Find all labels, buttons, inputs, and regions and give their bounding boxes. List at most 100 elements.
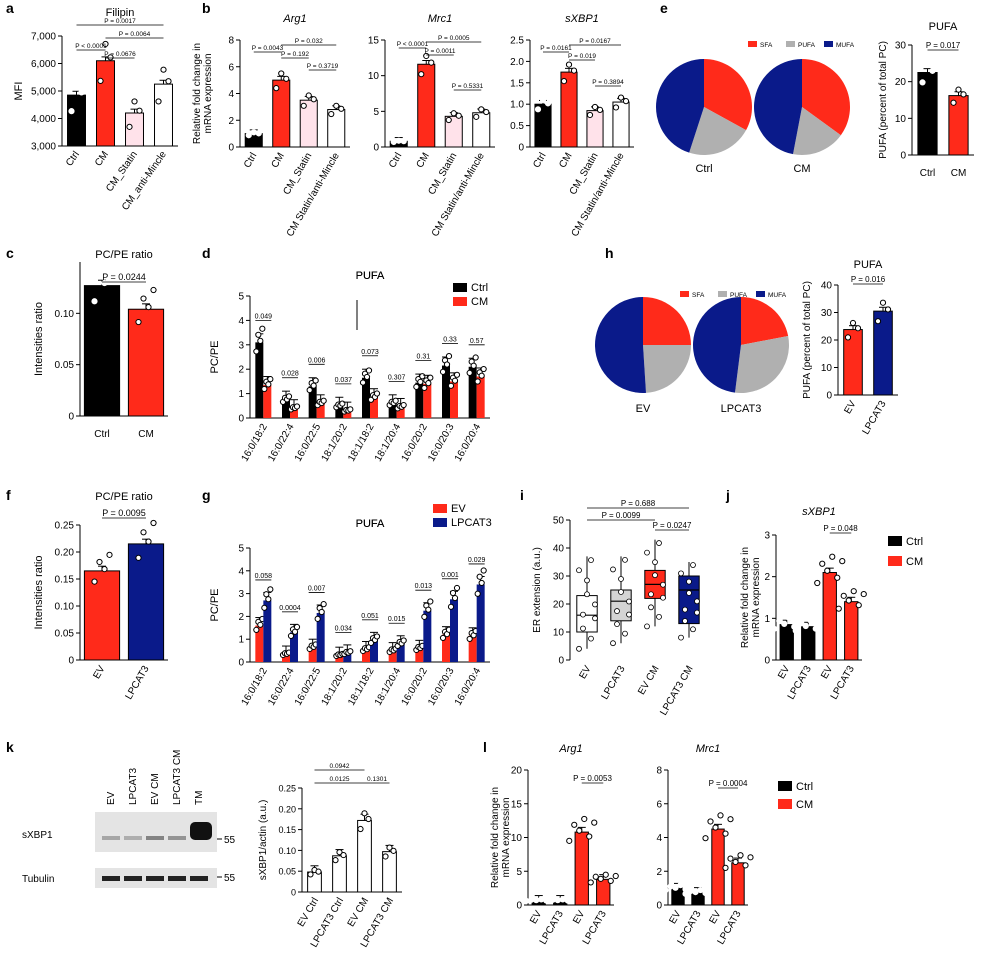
p-value-label: 0.058 — [255, 573, 273, 580]
data-point — [439, 634, 447, 642]
data-point — [845, 597, 852, 604]
blot-band — [146, 876, 164, 881]
p-value-label: P = 0.5331 — [452, 83, 484, 90]
chart-i: 0 10 20 30 40 50 ER extension (a.u.) EV LPCAT3 EV… — [532, 499, 700, 717]
p-value-label: P < 0.0001 — [75, 43, 107, 50]
bar — [316, 403, 325, 418]
p-value-label: 0.001 — [441, 572, 459, 579]
data-point — [418, 71, 425, 78]
data-point — [96, 558, 103, 566]
data-point — [131, 98, 138, 105]
bar — [596, 878, 611, 906]
data-point — [672, 884, 679, 891]
bar — [468, 366, 477, 418]
legend-swatch — [778, 799, 792, 809]
data-point — [617, 94, 625, 101]
data-point — [400, 637, 407, 644]
bar — [290, 632, 298, 662]
pie-slice — [643, 345, 691, 393]
data-point — [855, 602, 862, 609]
y-tick-label: 6 — [656, 799, 662, 810]
y-tick-label: 2 — [764, 572, 770, 583]
data-point — [466, 369, 473, 377]
bar — [343, 410, 352, 418]
chart-title: PUFA — [356, 518, 385, 530]
p-value-label: 0.0004 — [279, 605, 301, 612]
data-point — [427, 598, 434, 605]
chart-c: 0 0.05 0.10 Intensities ratio PC/PE ratio Ctr… — [33, 249, 168, 440]
bar — [423, 383, 432, 418]
data-point — [692, 888, 699, 896]
data-point — [802, 622, 809, 630]
y-tick-label: 0.25 — [55, 521, 75, 532]
data-point — [576, 645, 582, 652]
data-point — [591, 819, 598, 826]
y-axis-label: PC/PE — [209, 588, 221, 621]
blot-lane-label: LPCAT3 — [128, 768, 139, 805]
data-point — [682, 618, 688, 624]
y-tick-label: 1 — [238, 389, 244, 400]
legend-swatch — [718, 291, 727, 297]
x-tick-label: EV CM — [636, 664, 661, 697]
data-point — [592, 601, 598, 608]
data-point — [812, 625, 819, 632]
data-point — [644, 549, 650, 556]
data-point — [373, 390, 381, 397]
data-point — [425, 606, 432, 613]
x-tick-label: EV Ctrl — [296, 896, 321, 929]
data-point — [564, 897, 571, 904]
data-point — [126, 123, 133, 130]
data-point — [293, 623, 301, 631]
data-point — [652, 572, 658, 579]
data-point — [656, 613, 662, 620]
y-tick-label: 4,000 — [31, 114, 56, 125]
data-point — [312, 377, 319, 384]
p-value-label: P = 0.3719 — [307, 63, 339, 70]
bar — [362, 377, 370, 418]
p-value-label: P = 0.0011 — [424, 48, 455, 55]
x-tick-label: CM — [93, 149, 111, 168]
data-point — [428, 59, 435, 66]
bar — [290, 408, 298, 418]
y-tick-label: 20 — [511, 766, 523, 777]
data-point — [305, 92, 312, 99]
bar — [388, 403, 397, 418]
p-value-label: 0.029 — [468, 557, 486, 564]
data-point — [622, 630, 628, 637]
p-value-label: P = 0.0247 — [653, 521, 692, 530]
x-tick-label: EV — [667, 909, 683, 926]
data-point — [340, 851, 347, 859]
pie-slice — [802, 59, 851, 136]
data-point — [453, 371, 461, 378]
x-tick-label: LPCAT3 — [861, 399, 889, 437]
y-tick-label: 40 — [821, 281, 833, 292]
bar — [476, 584, 485, 662]
data-point — [257, 337, 264, 344]
data-point — [588, 635, 594, 642]
panel-letter-b: b — [202, 0, 211, 16]
data-point — [849, 319, 857, 327]
data-point — [425, 380, 432, 387]
data-point — [919, 79, 926, 86]
y-axis-label: PC/PE — [209, 340, 221, 373]
x-tick-label: 16:0/20:4 — [453, 422, 484, 464]
y-tick-label: 0 — [238, 414, 244, 425]
data-point — [320, 601, 327, 608]
data-point — [78, 89, 85, 96]
data-point — [584, 591, 590, 598]
data-point — [91, 298, 98, 305]
p-value-label: 0.31 — [417, 354, 431, 361]
p-value-label: 0.034 — [335, 625, 353, 632]
blot-band — [168, 836, 186, 840]
chart-title: Mrc1 — [696, 743, 720, 755]
y-tick-label: 0 — [826, 391, 832, 402]
box — [576, 595, 598, 633]
blot-lane-label: TM — [194, 791, 205, 805]
data-point — [607, 877, 614, 884]
data-point — [427, 374, 434, 381]
blot-band — [102, 876, 120, 881]
p-value-label: P = 0.019 — [568, 53, 596, 60]
data-point — [850, 588, 857, 595]
legend-label: LPCAT3 — [451, 517, 492, 529]
y-tick-label: 30 — [553, 572, 565, 583]
